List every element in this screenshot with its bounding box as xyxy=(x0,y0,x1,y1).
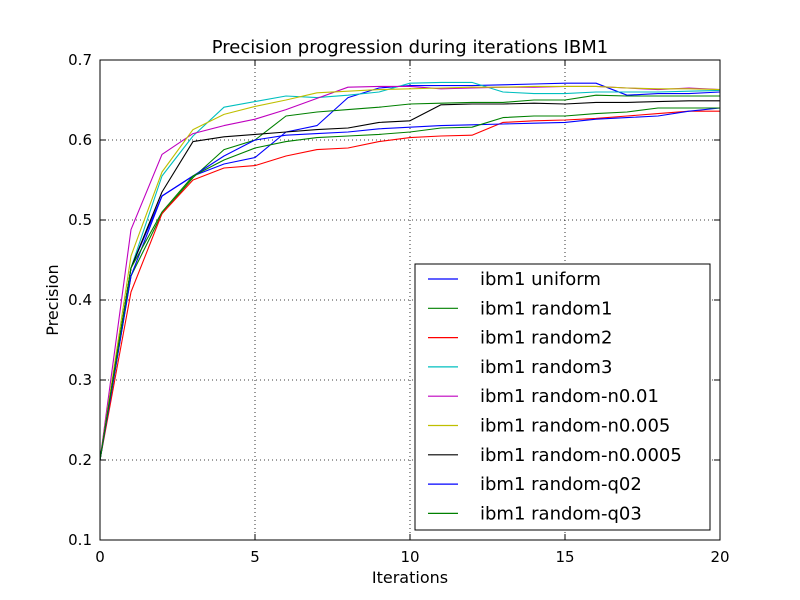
legend-entry: ibm1 random3 xyxy=(480,357,612,378)
legend-entry: ibm1 random-n0.005 xyxy=(480,416,670,437)
chart-title: Precision progression during iterations … xyxy=(212,37,608,58)
legend-entry: ibm1 random-q03 xyxy=(480,503,642,524)
legend-entry: ibm1 random-n0.01 xyxy=(480,386,659,407)
x-tick-label: 0 xyxy=(95,548,105,566)
series-line-8 xyxy=(99,107,721,461)
series-lines xyxy=(99,81,721,461)
y-axis-label: Precision xyxy=(43,264,62,335)
y-tick-label: 0.5 xyxy=(68,211,92,229)
y-tick-label: 0.2 xyxy=(68,451,92,469)
axis-ticks: 0 5 10 15 20 0.1 0.2 0.3 0.4 0.5 0.6 0.7 xyxy=(68,51,729,566)
legend-box xyxy=(414,263,711,531)
legend: ibm1 uniform ibm1 random1 ibm1 random2 ibm1… xyxy=(414,263,711,531)
legend-entry: ibm1 uniform xyxy=(480,269,601,290)
y-tick-label: 0.3 xyxy=(68,371,92,389)
legend-entry: ibm1 random-q02 xyxy=(480,474,642,495)
y-tick-label: 0.6 xyxy=(68,131,92,149)
x-tick-label: 20 xyxy=(710,548,729,566)
series-line-3 xyxy=(99,110,720,461)
y-tick-label: 0.7 xyxy=(68,51,92,69)
legend-entry: ibm1 random-n0.0005 xyxy=(480,445,682,466)
x-tick-label: 5 xyxy=(250,548,260,566)
series-line-2 xyxy=(99,94,720,461)
x-tick-label: 10 xyxy=(400,548,419,566)
y-tick-label: 0.4 xyxy=(68,291,92,309)
legend-entry: ibm1 random2 xyxy=(480,328,612,349)
series-line-6 xyxy=(99,85,721,461)
y-tick-label: 0.1 xyxy=(68,531,92,549)
series-line-4 xyxy=(99,81,721,461)
x-axis-label: Iterations xyxy=(372,568,448,587)
series-line-1 xyxy=(99,82,721,461)
series-line-9 xyxy=(99,107,720,461)
legend-entry: ibm1 random1 xyxy=(480,298,612,319)
x-tick-label: 15 xyxy=(555,548,574,566)
series-line-7 xyxy=(99,100,720,461)
